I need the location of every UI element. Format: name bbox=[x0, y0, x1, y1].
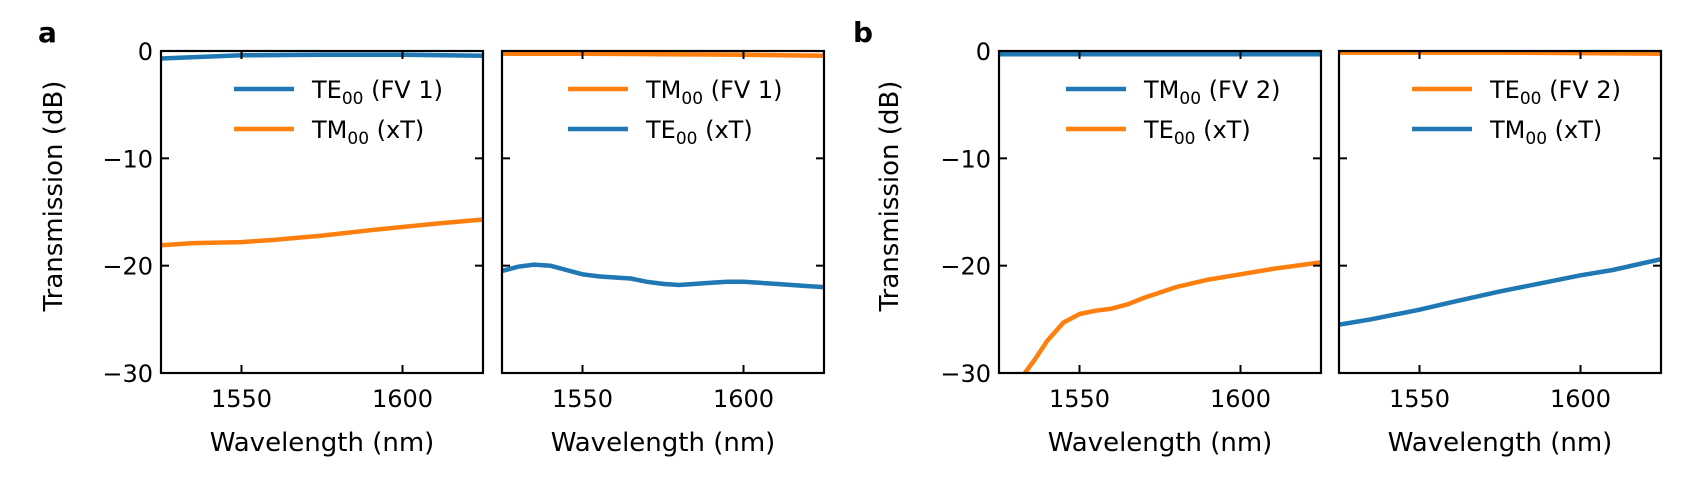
plots-group: 0 −10 −20 −30 1550 1600 Wavelength (nm) TE00 (F… bbox=[102, 38, 1663, 458]
axes-frame bbox=[500, 49, 826, 375]
panel-letter-b: b bbox=[853, 16, 873, 49]
ytick-label: −20 bbox=[102, 253, 153, 281]
xtick-label: 1600 bbox=[713, 385, 774, 413]
ylabel-panel-a: Transmission (dB) bbox=[39, 81, 69, 313]
xlabel: Wavelength (nm) bbox=[1388, 428, 1613, 458]
axes-frame bbox=[1337, 49, 1663, 375]
subplot-2: 1550 1600 Wavelength (nm) TM00 (FV 1) TE00 (… bbox=[500, 49, 826, 458]
xtick-label: 1600 bbox=[1550, 385, 1611, 413]
subplot-3: 0 −10 −20 −30 1550 1600 Wavelength (nm) TM00 (F… bbox=[940, 38, 1323, 458]
subplot-1: 0 −10 −20 −30 1550 1600 Wavelength (nm) TE00 (F… bbox=[102, 38, 485, 458]
axes-frame bbox=[159, 49, 485, 375]
xtick-label: 1600 bbox=[372, 385, 433, 413]
xtick-label: 1550 bbox=[1049, 385, 1110, 413]
xtick-label: 1550 bbox=[1389, 385, 1450, 413]
legend-label: TM00 (xT) bbox=[1489, 116, 1602, 149]
series-line-te-1 bbox=[161, 52, 483, 61]
series-line-tm-2 bbox=[1339, 257, 1661, 327]
ytick-label: −30 bbox=[102, 360, 153, 388]
legend-label: TM00 (xT) bbox=[311, 116, 424, 149]
legend-label: TM00 (FV 1) bbox=[645, 76, 783, 109]
ylabel-panel-b: Transmission (dB) bbox=[875, 81, 905, 313]
xlabel: Wavelength (nm) bbox=[1048, 428, 1273, 458]
legend-label: TE00 (FV 2) bbox=[1489, 76, 1621, 109]
ytick-label: −30 bbox=[940, 360, 991, 388]
axes-frame bbox=[997, 49, 1323, 375]
ytick-label: 0 bbox=[976, 38, 991, 66]
series-line-te-2 bbox=[502, 262, 824, 290]
series-line-te-1 bbox=[1339, 51, 1661, 56]
legend-label: TE00 (FV 1) bbox=[311, 76, 443, 109]
series-line-te-2 bbox=[1022, 260, 1321, 373]
ytick-label: −10 bbox=[940, 145, 991, 173]
panel-letter-a: a bbox=[38, 16, 57, 49]
xlabel: Wavelength (nm) bbox=[551, 428, 776, 458]
ytick-label: −10 bbox=[102, 145, 153, 173]
legend-label: TM00 (FV 2) bbox=[1143, 76, 1281, 109]
series-line-tm-2 bbox=[161, 217, 483, 248]
xtick-label: 1600 bbox=[1210, 385, 1271, 413]
ytick-label: −20 bbox=[940, 253, 991, 281]
subplot-4: 1550 1600 Wavelength (nm) TE00 (FV 2) TM00 (… bbox=[1337, 49, 1663, 458]
ytick-label: 0 bbox=[138, 38, 153, 66]
xtick-label: 1550 bbox=[552, 385, 613, 413]
xtick-label: 1550 bbox=[211, 385, 272, 413]
legend-label: TE00 (xT) bbox=[1143, 116, 1251, 149]
legend-label: TE00 (xT) bbox=[645, 116, 753, 149]
xlabel: Wavelength (nm) bbox=[210, 428, 435, 458]
series-line-tm-1 bbox=[502, 51, 824, 59]
